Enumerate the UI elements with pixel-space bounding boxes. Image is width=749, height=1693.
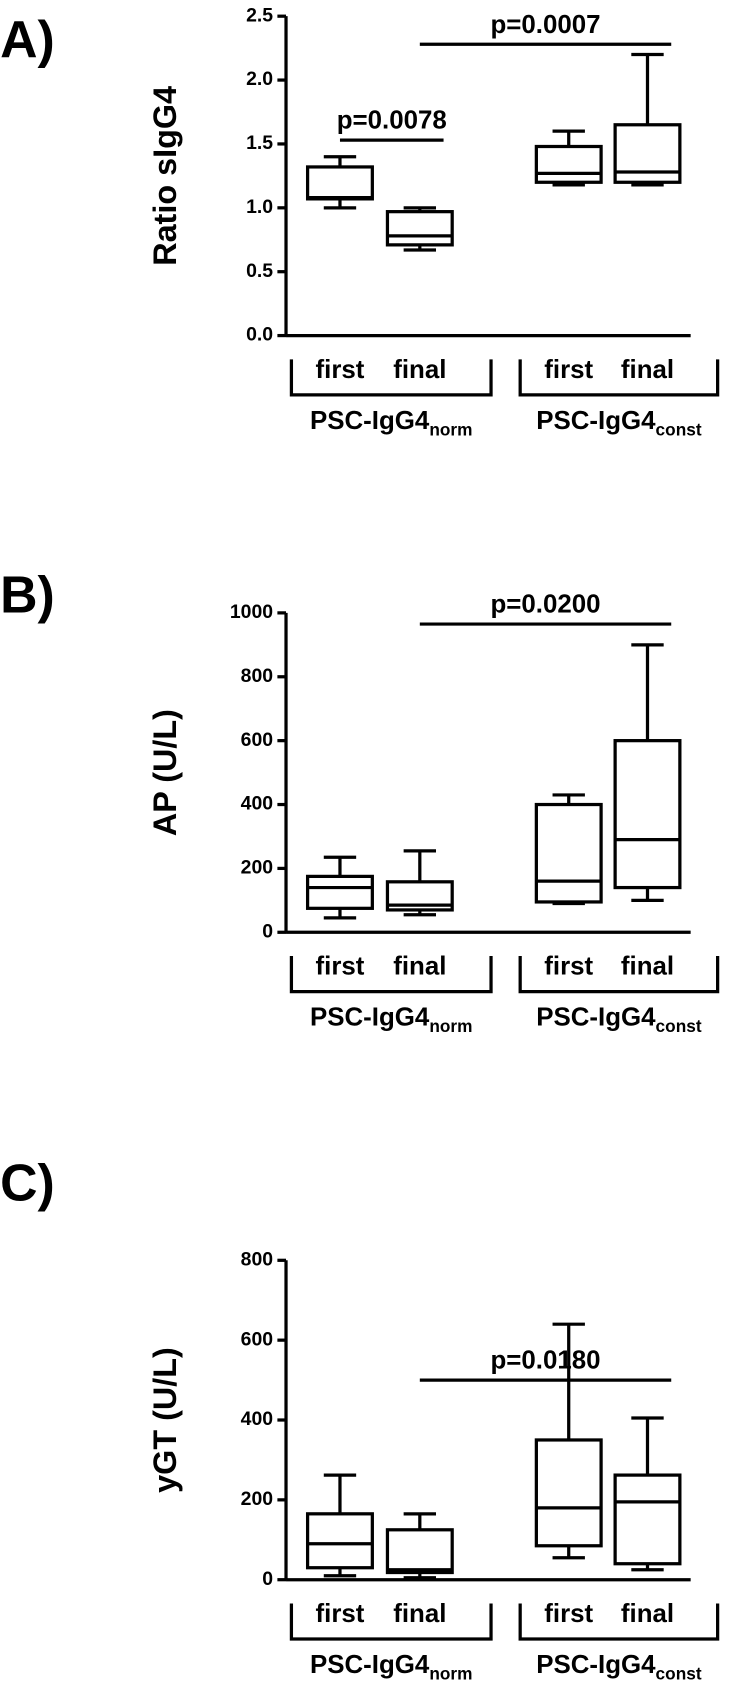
box	[305, 165, 374, 201]
group-label: PSC-IgG4norm	[310, 1003, 472, 1035]
group-subscript: norm	[429, 1016, 472, 1036]
group-name: PSC-IgG4	[536, 407, 656, 435]
x-tick-label: first	[544, 356, 593, 384]
group-name: PSC-IgG4	[310, 1651, 430, 1679]
box	[534, 802, 603, 904]
p-value: p=0.0007	[490, 11, 600, 39]
x-tick-label: final	[393, 356, 446, 384]
x-tick-label: final	[621, 356, 674, 384]
group-subscript: norm	[429, 1663, 472, 1683]
group-subscript: norm	[429, 419, 472, 439]
box	[385, 210, 454, 247]
panel-label: B)	[0, 566, 55, 624]
x-tick-label: first	[316, 953, 365, 981]
group-name: PSC-IgG4	[310, 407, 430, 435]
y-tick-label: 800	[241, 1248, 273, 1270]
y-axis-label: Ratio sIgG4	[147, 86, 183, 266]
group-label: PSC-IgG4const	[536, 1651, 702, 1683]
group-bracket	[518, 359, 720, 397]
y-tick-label: 0	[262, 920, 273, 942]
y-tick-label: 200	[241, 857, 273, 879]
y-tick-label: 600	[241, 729, 273, 751]
y-tick-label: 400	[241, 793, 273, 815]
group-name: PSC-IgG4	[536, 1651, 656, 1679]
y-tick-label: 400	[241, 1408, 273, 1430]
group-label: PSC-IgG4const	[536, 407, 702, 439]
box	[613, 739, 682, 890]
x-tick-label: final	[621, 1600, 674, 1628]
y-tick-label: 0	[262, 1568, 273, 1590]
x-tick-label: final	[393, 953, 446, 981]
y-tick-label: 800	[241, 665, 273, 687]
y-tick-label: 1.0	[246, 196, 273, 218]
y-tick-label: 0.0	[246, 324, 273, 346]
box	[385, 1528, 454, 1575]
group-subscript: const	[656, 419, 702, 439]
y-axis-label: yGT (U/L)	[147, 1347, 183, 1493]
box	[305, 874, 374, 910]
group-subscript: const	[656, 1016, 702, 1036]
group-bracket	[289, 956, 493, 994]
group-subscript: const	[656, 1663, 702, 1683]
panel-label: A)	[0, 10, 55, 68]
x-tick-label: final	[393, 1600, 446, 1628]
group-bracket	[289, 359, 493, 397]
group-bracket	[518, 1603, 720, 1641]
p-value: p=0.0078	[337, 107, 447, 135]
y-tick-label: 0.5	[246, 260, 273, 282]
group-label: PSC-IgG4norm	[310, 407, 472, 439]
y-tick-label: 1.5	[246, 132, 273, 154]
box	[613, 1473, 682, 1566]
y-tick-label: 2.0	[246, 68, 273, 90]
x-tick-label: first	[544, 953, 593, 981]
y-tick-label: 1000	[230, 601, 273, 623]
y-axis-label: AP (U/L)	[147, 709, 183, 836]
x-tick-label: final	[621, 953, 674, 981]
group-bracket	[289, 1603, 493, 1641]
box	[305, 1512, 374, 1570]
group-label: PSC-IgG4const	[536, 1003, 702, 1035]
group-bracket	[518, 956, 720, 994]
y-tick-label: 2.5	[246, 4, 273, 26]
x-tick-label: first	[544, 1600, 593, 1628]
p-value: p=0.0180	[490, 1347, 600, 1375]
x-tick-label: first	[316, 1600, 365, 1628]
group-label: PSC-IgG4norm	[310, 1651, 472, 1683]
box	[534, 1438, 603, 1548]
x-tick-label: first	[316, 356, 365, 384]
group-name: PSC-IgG4	[310, 1003, 430, 1031]
y-tick-label: 600	[241, 1328, 273, 1350]
box	[534, 144, 603, 184]
y-tick-label: 200	[241, 1488, 273, 1510]
panel-label: C)	[0, 1154, 55, 1212]
p-value: p=0.0200	[490, 591, 600, 619]
group-name: PSC-IgG4	[536, 1003, 656, 1031]
